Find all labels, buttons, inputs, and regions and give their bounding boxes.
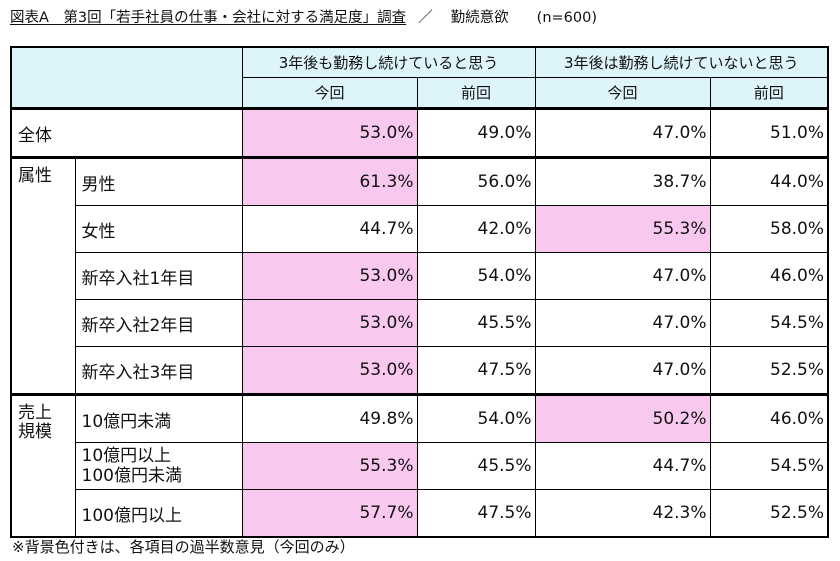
stay-previous-cell: 45.5%: [416, 442, 536, 490]
header-leave-previous: 前回: [709, 77, 829, 109]
table-row: 新卒入社3年目 53.0% 47.5% 47.0% 52.5%: [11, 346, 829, 395]
title-topic: 勤続意欲: [450, 10, 509, 26]
row-label-overall: 全体: [10, 107, 243, 158]
leave-current-cell: 42.3%: [534, 489, 711, 538]
stay-current-cell: 57.7%: [241, 489, 418, 538]
stay-current-cell: 53.0%: [241, 346, 418, 395]
header-stay: 3年後も勤務し続けていると思う: [241, 46, 536, 78]
stay-current-cell: 44.7%: [241, 205, 418, 253]
header-leave: 3年後は勤務し続けていないと思う: [534, 46, 829, 78]
leave-current-cell: 47.0%: [534, 107, 711, 158]
leave-previous-cell: 54.5%: [709, 299, 829, 347]
table-row: 属性 男性 61.3% 56.0% 38.7% 44.0%: [10, 156, 829, 395]
leave-current-cell: 47.0%: [534, 252, 711, 300]
sample-size: (n=600): [536, 10, 597, 26]
row-label: 新卒入社3年目: [74, 346, 243, 395]
stay-current-cell: 53.0%: [241, 299, 418, 347]
header-row-groups: 3年後も勤務し続けていると思う 3年後は勤務し続けていないと思う: [10, 46, 829, 109]
footnote: ※背景色付きは、各項目の過半数意見（今回のみ）: [12, 538, 355, 556]
table-row: 売上 規模 10億円未満 49.8% 54.0% 50.2% 46.0%: [10, 393, 829, 538]
leave-previous-cell: 52.5%: [709, 489, 829, 538]
group-label-line: 売上: [18, 403, 52, 423]
group-label-sales-scale: 売上 規模: [10, 393, 76, 538]
group-label-line: 規模: [18, 422, 52, 442]
row-label: 新卒入社2年目: [74, 299, 243, 347]
leave-current-cell: 50.2%: [534, 393, 711, 443]
leave-previous-cell: 46.0%: [709, 393, 829, 443]
leave-previous-cell: 52.5%: [709, 346, 829, 395]
title-separator: ／: [418, 10, 433, 26]
stay-previous-cell: 54.0%: [416, 393, 536, 443]
header-leave-current: 今回: [534, 77, 711, 109]
stay-previous-cell: 42.0%: [416, 205, 536, 253]
header-corner: [10, 46, 243, 109]
stay-current-cell: 49.8%: [241, 393, 418, 443]
table-row: 100億円以上 57.7% 47.5% 42.3% 52.5%: [11, 489, 829, 538]
row-label: 10億円以上 100億円未満: [74, 442, 243, 490]
table-row: 全体 53.0% 49.0% 47.0% 51.0%: [10, 107, 829, 158]
stay-previous-cell: 56.0%: [416, 156, 536, 206]
leave-previous-cell: 54.5%: [709, 442, 829, 490]
leave-previous-cell: 58.0%: [709, 205, 829, 253]
group-label-attributes: 属性: [10, 156, 76, 395]
table-row: 10億円以上 100億円未満 55.3% 45.5% 44.7% 54.5%: [11, 442, 829, 490]
leave-current-cell: 55.3%: [534, 205, 711, 253]
stay-previous-cell: 49.0%: [416, 107, 536, 158]
leave-previous-cell: 46.0%: [709, 252, 829, 300]
stay-previous-cell: 47.5%: [416, 346, 536, 395]
stay-previous-cell: 45.5%: [416, 299, 536, 347]
figure-title: 図表A 第3回「若手社員の仕事・会社に対する満足度」調査 ／ 勤続意欲 (n=600): [10, 6, 597, 27]
leave-current-cell: 44.7%: [534, 442, 711, 490]
table-row: 新卒入社2年目 53.0% 45.5% 47.0% 54.5%: [11, 299, 829, 347]
leave-current-cell: 38.7%: [534, 156, 711, 206]
stay-current-cell: 61.3%: [241, 156, 418, 206]
leave-current-cell: 47.0%: [534, 299, 711, 347]
stay-current-cell: 53.0%: [241, 252, 418, 300]
stay-current-cell: 55.3%: [241, 442, 418, 490]
row-label: 10億円未満: [74, 393, 243, 443]
leave-previous-cell: 51.0%: [709, 107, 829, 158]
stay-previous-cell: 47.5%: [416, 489, 536, 538]
header-stay-previous: 前回: [416, 77, 536, 109]
row-label-line: 100億円未満: [81, 466, 182, 486]
survey-table: 3年後も勤務し続けていると思う 3年後は勤務し続けていないと思う 今回 前回 今…: [10, 46, 830, 538]
row-label: 新卒入社1年目: [74, 252, 243, 300]
title-main: 図表A 第3回「若手社員の仕事・会社に対する満足度」調査: [10, 10, 407, 26]
row-label-line: 10億円以上: [81, 446, 172, 466]
table-row: 女性 44.7% 42.0% 55.3% 58.0%: [11, 205, 829, 253]
leave-previous-cell: 44.0%: [709, 156, 829, 206]
leave-current-cell: 47.0%: [534, 346, 711, 395]
row-label: 男性: [74, 156, 243, 206]
stay-current-cell: 53.0%: [241, 107, 418, 158]
header-stay-current: 今回: [241, 77, 418, 109]
header-row-periods: 今回 前回 今回 前回: [11, 77, 829, 109]
stay-previous-cell: 54.0%: [416, 252, 536, 300]
row-label: 女性: [74, 205, 243, 253]
table-row: 新卒入社1年目 53.0% 54.0% 47.0% 46.0%: [11, 252, 829, 300]
row-label: 100億円以上: [74, 489, 243, 538]
